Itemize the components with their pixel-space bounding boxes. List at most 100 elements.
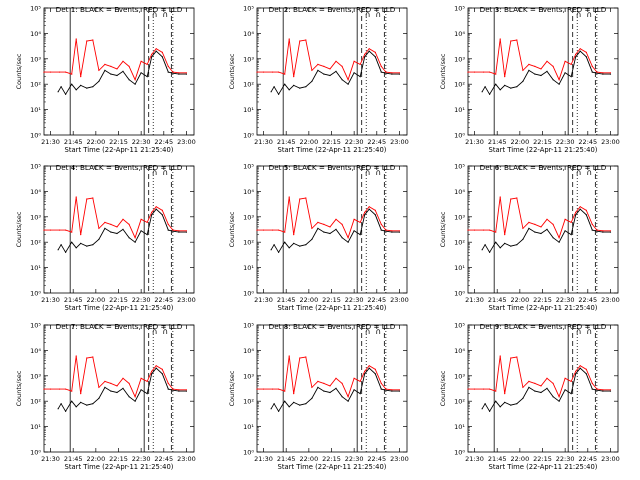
events-point [92,403,94,405]
events-point [558,400,560,402]
x-axis-label: Start Time (22-Apr-11 21:25:40) [65,304,174,312]
lld-point [467,71,469,73]
lld-point [353,218,355,220]
y-tick-label: 10⁰ [243,290,254,298]
y-tick-label: 10⁵ [454,5,465,13]
y-tick-label: 10² [454,239,465,247]
events-point [80,84,82,86]
lld-point [483,388,485,390]
panel-det-5: Det 5: BLACK = Events, RED = LLD 10⁰ 10¹ 10… [228,163,409,313]
lld-point [596,71,598,73]
x-tick-label: 22:00 [86,455,105,463]
lld-point [385,388,387,390]
lld-point [317,221,319,223]
events-series-line [481,208,611,254]
lld-point [489,388,491,390]
y-tick-label: 10³ [243,55,254,63]
lld-point [564,60,566,62]
lld-point [499,355,501,357]
lld-point [380,65,382,67]
events-point [391,73,393,75]
x-tick-label: 23:00 [601,455,620,463]
lld-point [380,223,382,225]
events-point [128,237,130,239]
x-tick-label: 21:45 [64,296,83,304]
lld-point [305,356,307,358]
x-tick-label: 22:30 [556,296,575,304]
lld-point [353,60,355,62]
x-tick-label: 23:00 [177,455,196,463]
events-point [602,73,604,75]
lld-point [155,48,157,50]
x-tick-label: 21:30 [465,455,484,463]
events-point [284,83,286,85]
events-series-line [270,50,400,96]
lld-point [128,223,130,225]
events-point [116,232,118,235]
y-tick-label: 10³ [454,372,465,380]
events-point [98,238,100,240]
lld-point [364,53,366,55]
y-tick-label: 10⁴ [454,347,465,355]
events-point [341,79,343,81]
lld-point [110,65,112,67]
lld-point [391,72,393,74]
lld-point [510,40,512,42]
time-marker: ∩ [152,327,158,336]
y-axis-label: Counts/sec [228,53,236,89]
x-tick-label: 22:30 [556,138,575,146]
y-axis-label: Counts/sec [228,370,236,406]
events-point [374,56,376,58]
y-tick-label: 10⁰ [30,449,41,457]
events-point [504,401,506,403]
events-point [552,79,554,81]
lld-point [558,237,560,239]
y-tick-label: 10¹ [243,106,254,114]
events-series-line [270,367,400,413]
events-point [579,50,581,52]
x-tick-label: 23:00 [601,296,620,304]
y-tick-label: 10³ [243,213,254,221]
lld-point [323,382,325,384]
lld-point [499,38,501,40]
lld-point [564,377,566,379]
y-axis-label: Counts/sec [15,211,23,247]
events-point [570,393,572,395]
x-tick-label: 22:30 [132,138,151,146]
lld-point [80,234,82,236]
events-point [172,230,174,232]
events-point [489,251,491,253]
y-tick-label: 10⁴ [243,347,254,355]
events-point [499,406,501,408]
lld-point [59,388,61,390]
y-tick-label: 10¹ [454,106,465,114]
events-point [92,86,94,88]
x-tick-label: 21:45 [488,138,507,146]
events-point [398,231,400,233]
y-tick-label: 10⁰ [30,290,41,298]
x-tick-label: 22:15 [109,455,128,463]
time-marker: ∩ [152,10,158,19]
events-point [185,73,187,75]
lld-point [49,388,52,390]
events-point [185,390,187,392]
events-point [293,401,295,403]
time-marker: ∩ [375,327,381,336]
lld-point [122,377,124,379]
events-point [546,228,548,230]
plot-title: Det 8: BLACK = Events, RED = LLD [269,322,396,331]
events-point [155,367,157,369]
events-point [288,247,290,249]
lld-point [278,71,280,73]
events-point [60,244,62,246]
events-point [359,234,361,236]
events-point [591,229,593,231]
lld-point [146,63,148,65]
lld-point [353,377,355,379]
lld-point [380,382,382,384]
lld-point [510,357,512,359]
x-tick-label: 22:00 [510,296,529,304]
plot-frame [256,324,408,453]
lld-point [71,231,73,233]
time-marker: ∩ [365,327,371,336]
